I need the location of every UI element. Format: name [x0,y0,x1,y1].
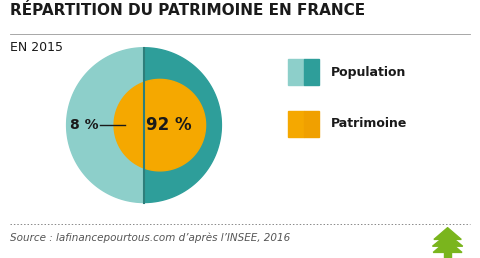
Text: RÉPARTITION DU PATRIMOINE EN FRANCE: RÉPARTITION DU PATRIMOINE EN FRANCE [10,3,365,18]
Polygon shape [144,48,221,203]
Text: EN 2015: EN 2015 [10,41,62,54]
Polygon shape [434,228,461,239]
Text: Population: Population [331,66,407,79]
Polygon shape [67,48,144,203]
Text: 8 %: 8 % [70,118,98,132]
Text: 92 %: 92 % [146,116,192,134]
Text: Patrimoine: Patrimoine [331,117,408,130]
Bar [444,251,451,258]
Text: Source : lafinancepourtous.com d’après l’INSEE, 2016: Source : lafinancepourtous.com d’après l… [10,232,290,243]
Polygon shape [433,240,462,252]
Polygon shape [114,79,205,171]
Polygon shape [432,234,463,246]
